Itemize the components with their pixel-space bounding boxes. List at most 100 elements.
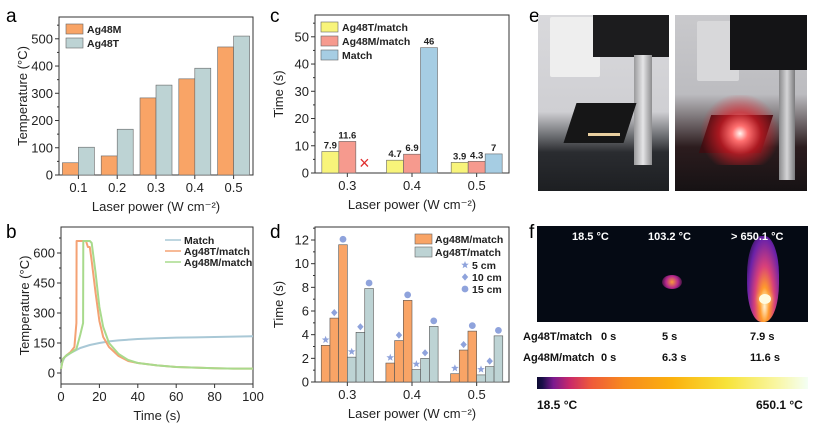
no-ignition-mark: × [359, 153, 370, 173]
panel-label-a: a [6, 6, 17, 27]
bar-ag48m-0.3 [139, 97, 157, 176]
y-tick-label: 8 [302, 280, 309, 295]
temp-label-1: 18.5 °C [572, 231, 609, 243]
legend-label: Ag48M/match [184, 257, 252, 269]
row-time-ag48m-3: 11.6 s [750, 352, 780, 364]
x-tick-label: 0.4 [403, 178, 421, 193]
x-tick-label: 0.1 [69, 180, 87, 195]
x-tick-label: 0.3 [338, 178, 356, 193]
legend-swatch [320, 35, 339, 47]
y-tick-label: 50 [295, 29, 309, 44]
x-tick-label: 0.4 [186, 180, 204, 195]
bar-ag48t-match-0.5-5cm [476, 374, 486, 383]
marker-diamond [460, 340, 467, 349]
legend-label: 10 cm [472, 272, 502, 284]
y-tick-label: 100 [31, 140, 53, 155]
bar-ag48m-0.1 [62, 162, 79, 176]
laser-glow [700, 95, 780, 165]
legend-label: Ag48M/match [435, 234, 503, 246]
bar-ag48t-0.5 [233, 35, 250, 176]
y-tick-label: 400 [31, 59, 53, 74]
y-tick-label: 4 [302, 327, 309, 342]
x-tick-label: 0 [57, 389, 64, 404]
y-tick-label: 150 [33, 336, 55, 351]
chart-a-temperature-bars: 0 100 200 300 400 500 0.1 0.2 0.3 0.4 0.5 Ag48M Ag48… [15, 16, 254, 214]
marker-diamond [331, 309, 338, 317]
y-tick-label: 0 [48, 366, 55, 381]
data-label: 7.9 [324, 140, 337, 151]
legend-label: Ag48T/match [435, 247, 501, 259]
panel-label-c: c [270, 6, 280, 27]
photo-setup-laser-off [538, 15, 669, 191]
marker-diamond [486, 357, 493, 365]
y-tick-label: 300 [31, 86, 53, 101]
bar-match-0.5 [484, 153, 503, 174]
legend-label: 15 cm [472, 284, 502, 296]
marker-diamond [357, 323, 364, 331]
bar-ag48t-match-0.4-15cm [429, 326, 439, 383]
chart-d-distance-bars: 0 2 4 6 8 10 12 0.3 0.4 0.5 Ag48M/matchAg48T/match… [271, 226, 510, 421]
y-tick-label: 0 [302, 375, 309, 390]
legend-swatch [414, 246, 433, 258]
colorbar-max-label: 650.1 °C [756, 398, 803, 412]
plot-frame [60, 226, 254, 385]
bar-ag48t-match-0.4 [386, 159, 404, 174]
bar-ag48m-match-0.5-5cm [450, 373, 460, 383]
line-ag48m-match [60, 240, 253, 370]
bar-ag48m-0.2 [100, 155, 118, 176]
y-tick-label: 6 [302, 304, 309, 319]
flame-plume [747, 236, 779, 322]
bar-ag48m-0.4 [178, 78, 196, 176]
chart-c-time-bars: 0 10 20 30 40 50 0.3 7.911.6 × 0.4 4.7 6.9 46 0.5 3.9 4… [271, 14, 510, 212]
thermal-image [537, 226, 808, 322]
bar-ag48t-match-0.5-10cm [485, 366, 495, 383]
x-tick-label: 0.5 [468, 387, 486, 402]
y-tick-label: 600 [33, 246, 55, 261]
temp-label-3: > 650.1 °C [731, 231, 784, 243]
colorbar-min-label: 18.5 °C [537, 398, 578, 412]
legend-label: Match [184, 235, 214, 247]
post [634, 55, 652, 165]
row-time-ag48t-1: 0 s [601, 331, 617, 343]
hotspot-small [662, 275, 682, 289]
x-tick-label: 0.3 [147, 180, 165, 195]
panel-label-d: d [270, 222, 281, 243]
x-tick-label: 0.5 [468, 178, 486, 193]
y-tick-label: 12 [295, 233, 309, 248]
marker-circle [495, 326, 502, 334]
legend-swatch [65, 37, 84, 49]
legend-label: Ag48M [87, 24, 122, 36]
row-time-ag48m-2: 6.3 s [662, 352, 687, 364]
x-tick-label: 0.2 [108, 180, 126, 195]
legend-label: Ag48M/match [342, 36, 410, 48]
marker-circle [430, 317, 438, 325]
y-tick-label: 0 [46, 168, 53, 183]
data-label: 4.7 [388, 149, 401, 160]
photo-setup-laser-on [675, 15, 807, 191]
y-tick-label: 40 [295, 57, 309, 72]
data-label: 4.3 [470, 150, 483, 161]
x-axis-label: Laser power (W cm⁻²) [92, 199, 220, 214]
chart-b-temperature-lines: 0 150 300 450 600 0 20 40 60 80 100 MatchAg48T/matc… [17, 226, 264, 423]
bar-ag48t-match-0.5-15cm [493, 335, 504, 383]
marker-star [321, 335, 330, 344]
marker-circle [468, 322, 476, 330]
y-tick-label: 500 [31, 31, 53, 46]
line-match [60, 335, 254, 366]
bar-ag48m-match-0.4-15cm [402, 300, 413, 383]
marker-star [412, 360, 421, 368]
row-label-ag48t: Ag48T/match [523, 331, 593, 343]
bar-ag48m-match-0.4 [403, 153, 421, 174]
laser-head [550, 17, 600, 77]
row-time-ag48t-3: 7.9 s [750, 331, 775, 343]
y-tick-label: 20 [295, 111, 309, 126]
x-axis-label: Laser power (W cm⁻²) [348, 406, 476, 421]
mount-block [730, 15, 807, 70]
bar-ag48t-match-0.3-10cm [355, 332, 366, 383]
y-axis-label: Time (s) [271, 70, 286, 117]
x-tick-label: 0.3 [338, 387, 356, 402]
temperature-colorbar [537, 377, 808, 389]
marker-circle [404, 291, 412, 299]
data-label: 11.6 [338, 130, 356, 141]
row-label-ag48m: Ag48M/match [523, 352, 595, 364]
